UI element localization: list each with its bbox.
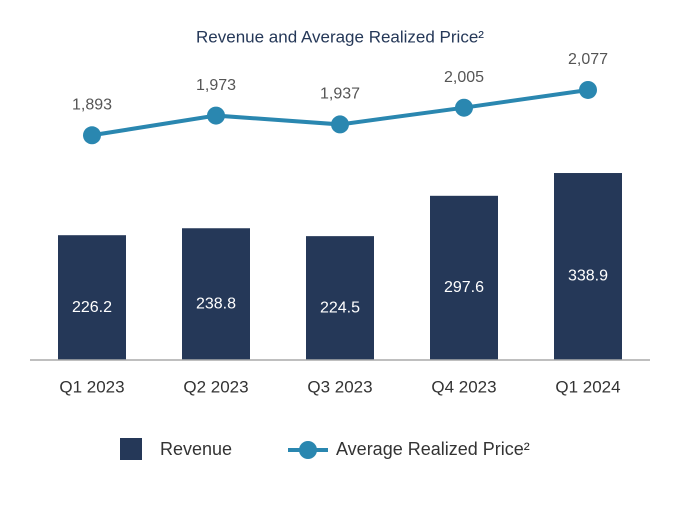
- price-point: [207, 106, 225, 125]
- price-value-label: 1,973: [196, 77, 236, 94]
- bar-value-label: 338.9: [568, 268, 608, 285]
- bar-value-label: 297.6: [444, 279, 484, 296]
- chart-title: Revenue and Average Realized Price²: [196, 27, 484, 46]
- price-value-label: 1,937: [320, 86, 360, 103]
- price-value-label: 2,005: [444, 69, 484, 86]
- legend-label: Revenue: [160, 439, 232, 459]
- x-tick-label: Q1 2024: [555, 377, 620, 396]
- bar: [430, 195, 498, 360]
- x-tick-label: Q4 2023: [431, 377, 496, 396]
- bar-value-label: 226.2: [72, 299, 112, 316]
- price-value-label: 1,893: [72, 96, 112, 113]
- legend-label: Average Realized Price²: [336, 439, 530, 459]
- price-point: [331, 115, 349, 134]
- bar: [182, 228, 250, 360]
- bar-value-label: 238.8: [196, 295, 236, 312]
- price-point: [579, 80, 597, 99]
- price-point: [455, 98, 473, 117]
- legend-marker: [299, 441, 317, 459]
- bar: [58, 235, 126, 360]
- bar-value-label: 224.5: [320, 299, 360, 316]
- bar: [554, 173, 622, 360]
- x-tick-label: Q1 2023: [59, 377, 124, 396]
- price-value-label: 2,077: [568, 51, 608, 68]
- x-tick-label: Q3 2023: [307, 377, 372, 396]
- legend-swatch: [120, 438, 142, 460]
- price-point: [83, 126, 101, 145]
- x-tick-label: Q2 2023: [183, 377, 248, 396]
- bar: [306, 236, 374, 360]
